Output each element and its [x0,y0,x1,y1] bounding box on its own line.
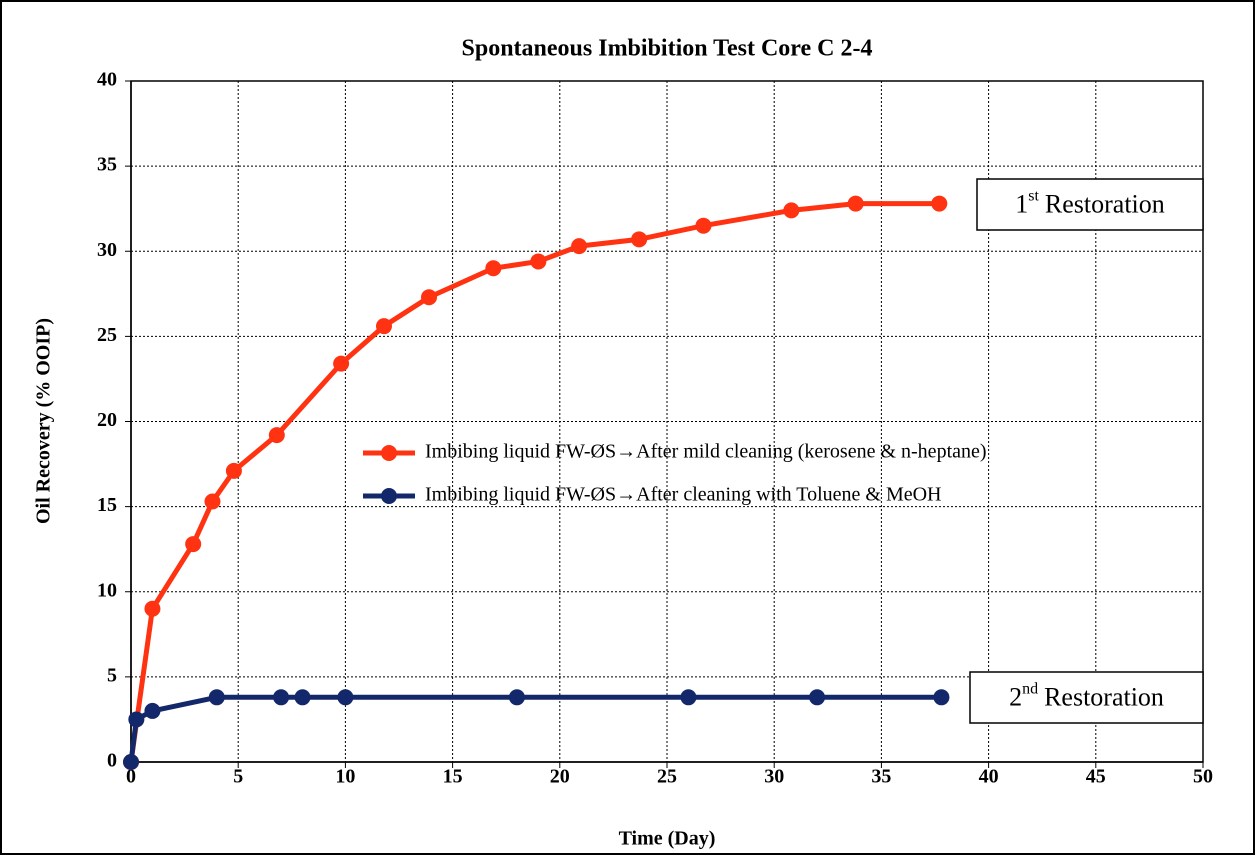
data-point [680,689,697,706]
y-tick-label: 5 [107,664,117,686]
data-point [128,711,145,728]
annotation-suffix: nd [1022,680,1038,697]
annotation-text: Restoration [1044,682,1164,711]
annotation-number: 1 [1015,189,1028,218]
legend-marker [381,445,397,461]
data-point [695,217,712,234]
x-tick-label: 30 [764,766,784,788]
data-point [333,355,350,372]
y-tick-label: 10 [97,579,117,601]
x-tick-label: 5 [233,766,243,788]
data-point [375,318,392,335]
y-tick-label: 25 [97,324,117,346]
x-tick-label: 35 [871,766,891,788]
data-point [185,536,202,553]
data-point [508,689,525,706]
x-tick-label: 20 [550,766,570,788]
annotation-text: Restoration [1045,189,1165,218]
x-tick-label: 40 [979,766,999,788]
x-tick-label: 45 [1086,766,1106,788]
y-tick-label: 15 [97,494,117,516]
data-point [485,260,502,277]
annotation: 2nd Restoration [1009,680,1164,711]
x-tick-label: 0 [126,766,136,788]
y-tick-label: 35 [97,154,117,176]
annotation-box [976,178,1204,231]
annotation: 1st Restoration [1015,187,1165,218]
data-point [530,253,547,270]
data-point [208,689,225,706]
y-tick-label: 20 [97,409,117,431]
annotation-number: 2 [1009,682,1022,711]
data-point [273,689,290,706]
annotation-box [969,671,1204,724]
x-tick-label: 50 [1193,766,1213,788]
annotation-suffix: st [1028,187,1039,204]
chart-title: Spontaneous Imbibition Test Core C 2-4 [462,36,873,62]
x-tick-label: 10 [335,766,355,788]
data-point [268,427,285,444]
data-point [809,689,826,706]
y-axis-label: Oil Recovery (% OOIP) [33,318,55,524]
legend-marker [381,488,397,504]
legend-label: Imbibing liquid FW-ØS→After mild cleanin… [425,441,987,463]
data-point [933,689,950,706]
data-point [225,462,242,479]
y-tick-label: 40 [97,69,117,91]
data-point [144,702,161,719]
data-point [847,195,864,212]
data-point [337,689,354,706]
data-point [144,600,161,617]
data-point [204,493,221,510]
x-axis-label: Time (Day) [619,828,716,850]
data-point [931,195,948,212]
data-point [123,754,139,770]
y-tick-label: 30 [97,239,117,261]
x-tick-label: 25 [657,766,677,788]
data-point [421,289,438,306]
data-point [294,689,311,706]
data-point [631,231,648,248]
data-point [783,202,800,219]
legend-label: Imbibing liquid FW-ØS→After cleaning wit… [425,484,942,506]
y-tick-label: 0 [107,750,117,772]
x-tick-label: 15 [443,766,463,788]
data-point [571,238,588,255]
